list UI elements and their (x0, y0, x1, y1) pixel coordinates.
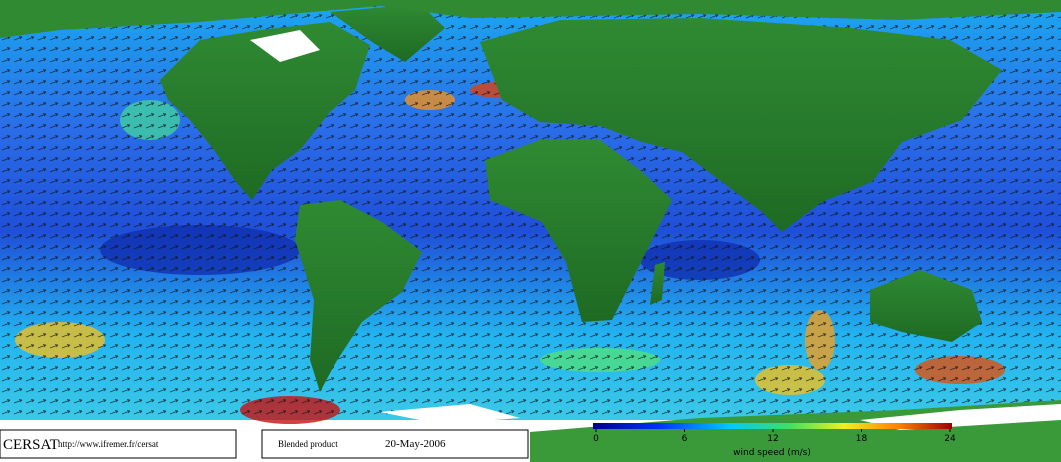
logo: CERSAT (3, 437, 59, 453)
url: http://www.ifremer.fr/cersat (58, 439, 159, 449)
colorbar-tick-label: 18 (856, 434, 868, 444)
colorbar-tick-label: 0 (593, 434, 599, 444)
colorbar-label: wind speed (m/s) (733, 448, 811, 458)
date: 20-May-2006 (385, 438, 446, 450)
colorbar-tick-label: 12 (767, 434, 778, 444)
colorbar: wind speed (m/s) 0 6 12 18 24 (593, 423, 956, 458)
footer-box (0, 429, 237, 459)
footer-box (261, 429, 529, 459)
colorbar-tick-label: 6 (682, 434, 688, 444)
footer: CERSAT http://www.ifremer.fr/cersat Blen… (0, 429, 529, 459)
colorbar-scale (593, 423, 952, 429)
product: Blended product (278, 439, 338, 449)
colorbar-tick-label: 24 (944, 434, 956, 444)
